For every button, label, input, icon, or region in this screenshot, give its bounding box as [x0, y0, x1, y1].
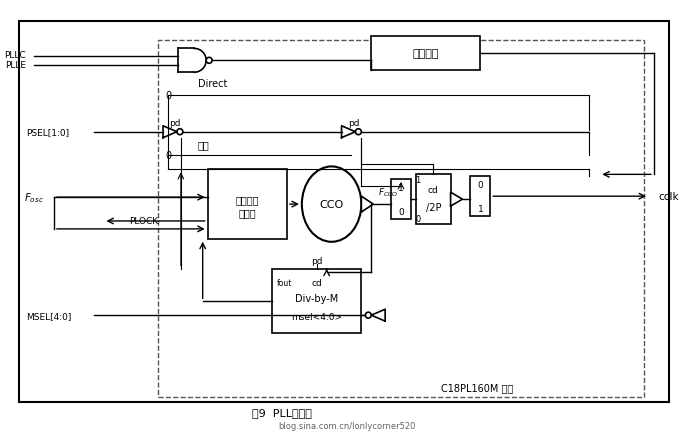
Bar — [19, 22, 669, 402]
Bar — [471, 177, 491, 217]
Polygon shape — [451, 193, 462, 207]
Text: $F_{CCO}$: $F_{CCO}$ — [378, 187, 399, 199]
Text: blog.sina.com.cn/lonlycorner520: blog.sina.com.cn/lonlycorner520 — [278, 421, 415, 430]
Bar — [391, 180, 411, 220]
Text: $F_{osc}$: $F_{osc}$ — [24, 191, 44, 204]
Bar — [272, 269, 362, 333]
Text: pd: pd — [311, 256, 322, 266]
Text: 0: 0 — [398, 207, 404, 216]
Text: MSEL[4:0]: MSEL[4:0] — [26, 311, 72, 320]
Text: CCO: CCO — [319, 200, 344, 210]
Text: fout: fout — [277, 279, 293, 288]
Bar — [158, 41, 644, 398]
Text: PLLE: PLLE — [5, 60, 26, 69]
Bar — [416, 175, 451, 224]
Ellipse shape — [302, 167, 362, 242]
Text: cclk: cclk — [659, 192, 680, 202]
Text: 图9  PLL方框图: 图9 PLL方框图 — [252, 408, 312, 418]
Text: 1: 1 — [477, 204, 483, 213]
Text: Direct: Direct — [198, 79, 227, 89]
Text: PLOCK: PLOCK — [129, 217, 158, 226]
Text: cd: cd — [311, 279, 322, 288]
Text: 1: 1 — [398, 183, 404, 192]
Text: 0: 0 — [415, 215, 420, 224]
Bar — [208, 170, 287, 239]
Text: pd: pd — [348, 119, 359, 128]
Text: 旁路: 旁路 — [198, 140, 210, 150]
Text: 相位频率: 相位频率 — [235, 195, 259, 205]
Text: 0: 0 — [165, 150, 171, 160]
Bar — [371, 36, 480, 71]
Text: 0: 0 — [165, 91, 171, 101]
Text: 1: 1 — [415, 175, 420, 184]
Text: Div-by-M: Div-by-M — [295, 293, 338, 303]
Text: PLLC: PLLC — [5, 51, 26, 60]
Polygon shape — [362, 197, 373, 213]
Text: /2P: /2P — [426, 202, 441, 212]
Text: msel<4:0>: msel<4:0> — [291, 312, 342, 322]
Text: PSEL[1:0]: PSEL[1:0] — [26, 128, 69, 137]
Text: 检测器: 检测器 — [239, 207, 256, 217]
Text: 时钟同步: 时钟同步 — [413, 49, 439, 59]
Text: C18PL160M 模块: C18PL160M 模块 — [441, 383, 513, 393]
Text: cd: cd — [428, 185, 439, 194]
Text: 0: 0 — [477, 181, 483, 189]
Text: pd: pd — [169, 119, 181, 128]
